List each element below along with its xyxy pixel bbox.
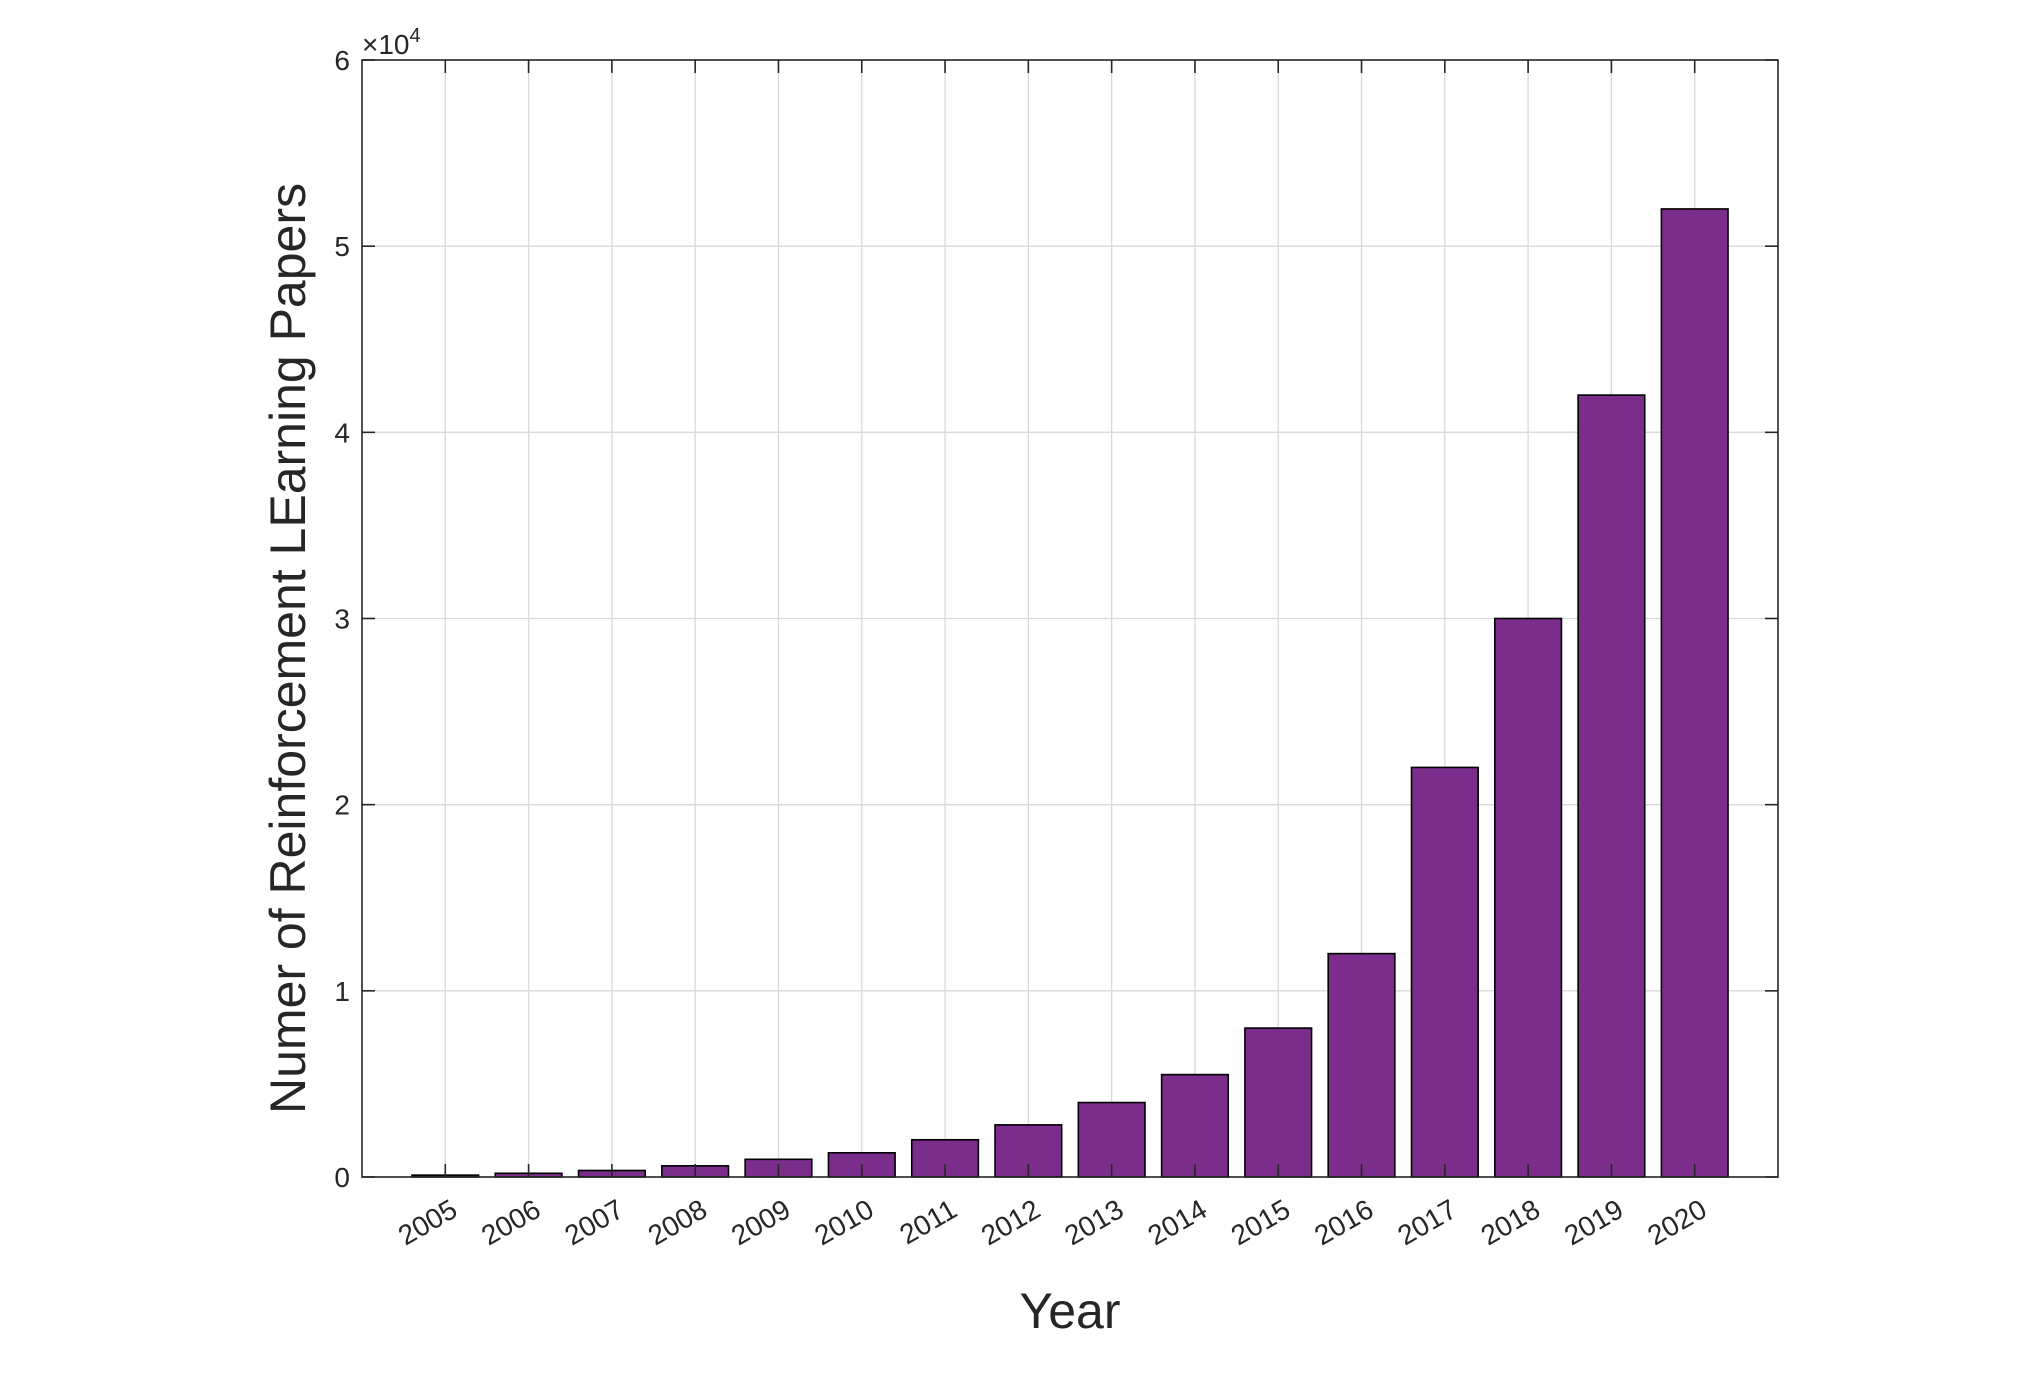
x-tick-label: 2009 — [726, 1193, 795, 1251]
x-tick-label: 2011 — [894, 1193, 962, 1250]
x-tick-label: 2010 — [809, 1193, 878, 1251]
y-tick-label: 1 — [334, 976, 350, 1007]
bars — [411, 208, 1729, 1178]
y-exponent-power: 4 — [410, 25, 421, 47]
tick-marks — [362, 59, 1778, 1178]
bar-2017 — [1410, 766, 1479, 1178]
y-exponent-label: ×104 — [362, 25, 421, 60]
y-tick-label: 2 — [334, 790, 350, 821]
y-axis-title: Numer of Reinforcement LEarning Papers — [260, 183, 316, 1114]
x-tick-label: 2014 — [1142, 1193, 1211, 1251]
x-tick-label: 2015 — [1226, 1193, 1295, 1251]
x-tick-label: 2018 — [1476, 1193, 1545, 1251]
y-tick-label: 5 — [334, 231, 350, 262]
x-tick-label: 2017 — [1392, 1193, 1461, 1251]
y-tick-label: 0 — [334, 1162, 350, 1193]
y-exponent-base: ×10 — [362, 29, 410, 60]
x-tick-label: 2012 — [976, 1193, 1045, 1251]
bar-2019 — [1577, 394, 1646, 1178]
y-tick-labels: 0 1 2 3 4 5 6 — [334, 45, 350, 1193]
y-tick-label: 4 — [334, 417, 350, 448]
bar-2016 — [1327, 952, 1396, 1178]
y-tick-label: 3 — [334, 604, 350, 635]
x-tick-label: 2005 — [393, 1193, 462, 1251]
bar-2015 — [1244, 1027, 1313, 1178]
x-tick-label: 2019 — [1559, 1193, 1628, 1251]
x-tick-label: 2020 — [1642, 1193, 1711, 1251]
x-tick-label: 2006 — [476, 1193, 545, 1251]
x-tick-label: 2016 — [1309, 1193, 1378, 1251]
grid — [362, 59, 1778, 1178]
bar-2014 — [1160, 1073, 1230, 1178]
x-tick-label: 2013 — [1059, 1193, 1128, 1251]
x-tick-labels: 2005 2006 2007 2008 2009 2010 2011 2012 2013 2014… — [393, 1193, 1712, 1251]
bar-2018 — [1494, 617, 1563, 1178]
y-tick-label: 6 — [334, 45, 350, 76]
bar-2020 — [1660, 208, 1729, 1178]
x-tick-label: 2008 — [643, 1193, 712, 1251]
x-axis-title: Year — [1019, 1283, 1120, 1339]
x-tick-label: 2007 — [559, 1193, 628, 1251]
